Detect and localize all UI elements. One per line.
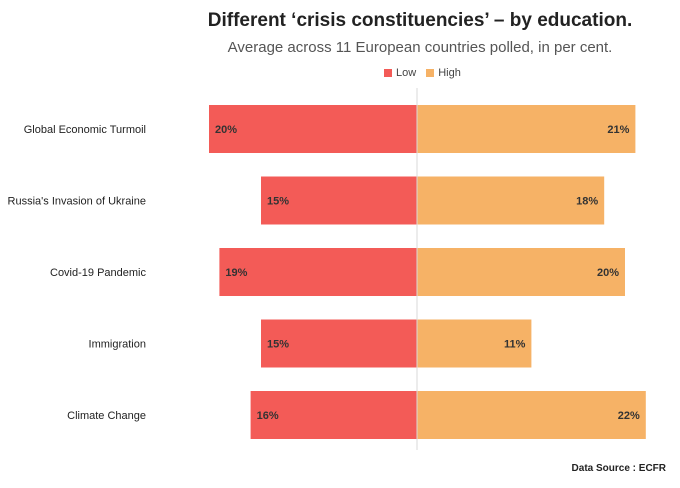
bar-low: [261, 319, 417, 368]
data-label-low: 15%: [267, 339, 289, 351]
category-label: Russia's Invasion of Ukraine: [8, 196, 146, 208]
data-label-low: 15%: [267, 196, 289, 208]
data-source-note: Data Source : ECFR: [571, 463, 666, 474]
chart-title: Different ‘crisis constituencies’ – by e…: [207, 10, 633, 31]
bar-low: [209, 105, 417, 153]
data-label-low: 16%: [257, 410, 279, 422]
category-label: Covid-19 Pandemic: [50, 267, 146, 279]
legend: Low High: [384, 67, 471, 79]
legend-item-low[interactable]: Low: [384, 67, 416, 79]
data-label-high: 22%: [618, 410, 640, 422]
bar-high: [417, 248, 625, 296]
bar-low: [250, 391, 417, 439]
bar-high: [417, 105, 636, 153]
legend-label-low: Low: [396, 67, 417, 79]
category-label: Immigration: [89, 339, 146, 351]
bar-low: [261, 176, 417, 225]
bar-high: [417, 176, 605, 225]
bar-high: [417, 319, 532, 368]
data-label-low: 19%: [225, 267, 247, 279]
legend-label-high: High: [438, 67, 461, 79]
legend-item-high[interactable]: High: [426, 67, 461, 79]
chart-subtitle: Average across 11 European countries pol…: [227, 39, 613, 56]
data-label-low: 20%: [215, 124, 237, 136]
bar-low: [219, 248, 417, 296]
legend-swatch-low: [384, 69, 392, 77]
data-label-high: 18%: [576, 196, 598, 208]
data-label-high: 11%: [504, 339, 526, 351]
data-label-high: 21%: [607, 124, 629, 136]
bar-high: [417, 391, 646, 439]
category-label: Global Economic Turmoil: [24, 124, 146, 136]
category-label: Climate Change: [67, 410, 146, 422]
legend-swatch-high: [426, 69, 435, 77]
data-label-high: 20%: [597, 267, 619, 279]
